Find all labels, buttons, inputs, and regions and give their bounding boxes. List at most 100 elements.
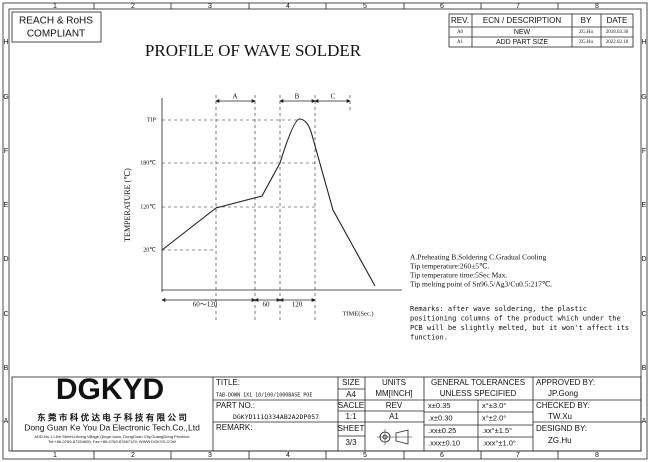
tolerance: x°±2.0°: [482, 413, 506, 422]
column-number: 8: [595, 452, 599, 459]
logo: DGKYD: [56, 373, 164, 406]
note: Tip melting point of Sn96.5/Ag3/Cu0.5:21…: [410, 280, 552, 289]
column-number: 6: [440, 3, 444, 10]
value: A1: [389, 412, 399, 421]
value: MM[INCH]: [375, 389, 412, 398]
value: JP.Gong: [548, 389, 578, 398]
tolerance: x±0.35: [428, 401, 450, 410]
column-number: 1: [53, 452, 57, 459]
label: REV: [386, 401, 403, 410]
rev-cell: 2018.03.30: [606, 30, 629, 35]
row-letter: G: [3, 94, 8, 101]
rev-cell: ZG.Hu: [579, 40, 594, 45]
label: APPROVED BY:: [536, 378, 595, 387]
label: CHECKED BY:: [536, 401, 590, 410]
row-letter: B: [642, 365, 647, 372]
column-number: 7: [516, 3, 520, 10]
label: SHEET: [338, 424, 365, 433]
value: A4: [346, 390, 356, 399]
y-axis-label: TEMPERATURE (℃): [123, 168, 132, 242]
label: REMARK:: [216, 423, 252, 432]
column-number: 4: [286, 3, 290, 10]
row-letter: E: [4, 202, 9, 209]
row-letter: C: [3, 311, 8, 318]
label: DESIGND BY:: [536, 424, 587, 433]
value: 3/3: [345, 438, 357, 447]
compliance-box: [11, 11, 102, 43]
value: TW.Xu: [548, 412, 572, 421]
row-letter: C: [641, 311, 646, 318]
label: SACLE: [338, 401, 364, 410]
level-label: 120℃: [140, 204, 156, 210]
label: TITLE:: [216, 378, 240, 387]
label: SIZE: [342, 378, 360, 387]
row-letter: D: [641, 256, 646, 263]
tolerance: .xx±0.25: [428, 426, 456, 435]
revision-table: [448, 13, 634, 48]
column-number: 8: [595, 3, 599, 10]
x-axis-label: TIME(Sec.): [342, 310, 373, 317]
label: UNITS: [382, 378, 406, 387]
value: DGKYD111Q334AB2A2DP057: [233, 413, 319, 421]
rev-cell: ADD PART SIZE: [496, 39, 548, 46]
title-block: [11, 376, 642, 452]
level-label: TIP: [147, 117, 157, 123]
company-cn: 东 莞 市 科 优 达 电 子 科 技 有 限 公 司: [37, 412, 187, 422]
column-number: 7: [516, 452, 520, 459]
level-label: 20℃: [143, 247, 156, 253]
rev-cell: NEW: [514, 29, 531, 36]
label: UNLESS SPECIFIED: [440, 389, 517, 398]
tolerance: .x±0.30: [428, 413, 453, 422]
rev-cell: 2022.02.18: [606, 40, 629, 45]
rev-cell: ZG.Hu: [579, 30, 594, 35]
profile-drawing: [161, 95, 402, 320]
column-number: 4: [286, 452, 290, 459]
rev-header: REV.: [451, 16, 469, 25]
level-label: 180℃: [140, 160, 156, 166]
remark: Remarks: after wave soldering, the plast…: [410, 305, 587, 313]
contact: Tel:+86-0769-87334605; Fax:+86-0769-8766…: [48, 439, 176, 444]
duration-label: 120: [292, 301, 303, 309]
compliance-text: COMPLIANT: [27, 29, 85, 40]
row-letter: G: [641, 94, 646, 101]
rev-header: BY: [581, 16, 592, 25]
value: 1:1: [345, 412, 357, 421]
column-number: 2: [131, 452, 135, 459]
note: Tip temperature:260±5℃.: [410, 262, 489, 271]
row-letter: E: [642, 202, 647, 209]
duration-label: 60～120: [193, 301, 218, 309]
rev-cell: A0: [457, 30, 464, 35]
value: ZG.Hu: [548, 436, 572, 445]
tolerance: .xxx°±1.0°: [482, 438, 516, 447]
label: GENERAL TOLERANCES: [431, 378, 525, 387]
address: ADD:No.1 Lihe Street,Lihong Village,Qing…: [34, 434, 190, 439]
column-number: 5: [363, 3, 367, 10]
row-letter: H: [641, 39, 646, 46]
row-letter: B: [4, 365, 9, 372]
note: Tip temperature time:5Sec Max.: [410, 271, 507, 280]
value: TAB-DOWN 1X1 10/100/1000BASE POE: [216, 393, 312, 399]
duration-label: 60: [263, 301, 271, 309]
row-letter: A: [4, 418, 9, 425]
remark: function.: [410, 334, 448, 342]
zone-label: A: [232, 93, 237, 101]
tolerance: .xx°±1.5°: [482, 426, 512, 435]
note: A.Preheating B.Soldering C.Gradual Cooli…: [410, 253, 546, 262]
remark: positioning columns of the product which…: [410, 315, 621, 323]
column-number: 3: [208, 3, 212, 10]
row-letter: D: [3, 256, 8, 263]
column-number: 3: [208, 452, 212, 459]
tolerance: x°±3.0°: [482, 401, 506, 410]
rev-header: ECN / DESCRIPTION: [483, 16, 561, 25]
drawing-title: PROFILE OF WAVE SOLDER: [145, 41, 362, 60]
rev-cell: A1: [457, 40, 464, 45]
row-letter: F: [642, 148, 646, 155]
row-letter: F: [4, 148, 8, 155]
remark: PCB will be slightly melted, but it won'…: [410, 324, 629, 332]
rev-header: DATE: [607, 16, 628, 25]
label: PART NO.:: [216, 401, 255, 410]
tolerance: .xxx±0.10: [428, 438, 460, 447]
row-letter: H: [3, 39, 8, 46]
column-number: 6: [440, 452, 444, 459]
